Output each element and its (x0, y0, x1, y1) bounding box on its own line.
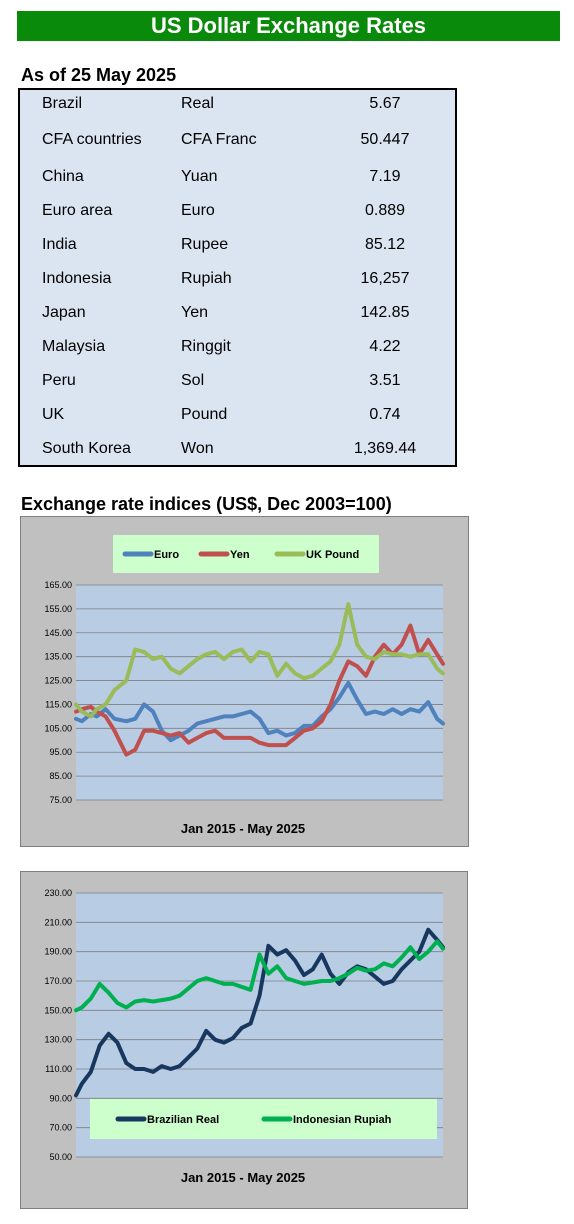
y-tick-label: 95.00 (49, 747, 72, 757)
table-row: Japan Yen 142.85 (20, 304, 455, 328)
y-tick-label: 165.00 (44, 580, 72, 590)
country-cell: CFA countries (42, 131, 142, 148)
currency-cell: Sol (181, 372, 205, 389)
y-tick-label: 150.00 (44, 1005, 72, 1015)
y-tick-label: 210.00 (44, 917, 72, 927)
currency-cell: Euro (181, 202, 215, 219)
legend-box (113, 535, 379, 573)
table-row: Euro area Euro 0.889 (20, 202, 455, 226)
country-cell: Euro area (42, 202, 113, 219)
rate-cell: 7.19 (369, 168, 401, 185)
series-line-euro (74, 680, 445, 743)
rates-date-heading: As of 25 May 2025 (21, 65, 177, 85)
y-tick-label: 130.00 (44, 1035, 72, 1045)
y-tick-label: 170.00 (44, 976, 72, 986)
exchange-rates-table: Brazil Real 5.67 CFA countries CFA Franc 50.4… (18, 88, 457, 467)
country-cell: Brazil (42, 95, 83, 112)
table-row: UK Pound 0.74 (20, 406, 455, 430)
y-tick-label: 190.00 (44, 947, 72, 957)
currency-cell: Won (181, 440, 214, 457)
y-tick-label: 145.00 (44, 628, 72, 638)
y-tick-label: 85.00 (49, 771, 72, 781)
currency-cell: Real (181, 95, 214, 112)
rate-cell: 16,257 (360, 270, 410, 287)
y-tick-label: 110.00 (45, 1064, 72, 1074)
currency-cell: CFA Franc (181, 131, 257, 148)
currency-cell: Rupiah (181, 270, 232, 287)
country-cell: Indonesia (42, 270, 112, 287)
rate-cell: 0.74 (369, 406, 401, 423)
rate-cell: 0.889 (364, 202, 406, 219)
y-tick-label: 155.00 (44, 604, 72, 614)
country-cell: Japan (42, 304, 86, 321)
em-currency-chart-svg: 230.00 210.00 190.00 170.00 150.00 130.00 110.… (44, 888, 445, 1185)
rate-cell: 1,369.44 (353, 440, 417, 457)
series-line-yen (74, 623, 445, 757)
legend-label: Brazilian Real (147, 1114, 219, 1126)
country-cell: UK (42, 406, 65, 423)
country-cell: Malaysia (42, 338, 106, 355)
y-tick-label: 50.00 (49, 1152, 72, 1162)
country-cell: China (42, 168, 84, 185)
fx-index-chart: 165.00 155.00 145.00 135.00 125.00 115.00 105.… (20, 516, 469, 847)
x-axis-label: Jan 2015 - May 2025 (181, 1170, 305, 1185)
table-row: Peru Sol 3.51 (20, 372, 455, 396)
table-row: Malaysia Ringgit 4.22 (20, 338, 455, 362)
country-cell: Peru (42, 372, 76, 389)
table-row: Indonesia Rupiah 16,257 (20, 270, 455, 294)
currency-cell: Rupee (181, 236, 229, 253)
indices-heading: Exchange rate indices (US$, Dec 2003=100… (21, 494, 392, 514)
legend-label: Yen (230, 549, 250, 561)
table-row: India Rupee 85.12 (20, 236, 455, 260)
table-row: CFA countries CFA Franc 50.447 (20, 131, 455, 155)
y-tick-label: 115.00 (45, 699, 72, 709)
legend-label: Euro (154, 549, 179, 561)
y-tick-label: 135.00 (44, 652, 72, 662)
y-tick-label: 70.00 (49, 1123, 72, 1133)
y-tick-label: 230.00 (44, 888, 72, 898)
x-axis-label: Jan 2015 - May 2025 (181, 821, 305, 836)
series-line-indonesian-rupiah (74, 939, 445, 1013)
fx-index-chart-svg: 165.00 155.00 145.00 135.00 125.00 115.00 105.… (44, 535, 445, 836)
table-row: Brazil Real 5.67 (20, 95, 455, 119)
currency-cell: Yuan (181, 168, 218, 185)
currency-cell: Yen (181, 304, 208, 321)
currency-cell: Pound (181, 406, 228, 423)
rate-cell: 4.22 (369, 338, 401, 355)
y-tick-label: 75.00 (49, 795, 72, 805)
series-line-brazilian-real (74, 927, 445, 1098)
country-cell: South Korea (42, 440, 131, 457)
currency-cell: Ringgit (181, 338, 231, 355)
rate-cell: 5.67 (369, 95, 401, 112)
em-currency-chart: 230.00 210.00 190.00 170.00 150.00 130.00 110.… (20, 871, 468, 1209)
y-tick-label: 90.00 (49, 1093, 72, 1103)
rate-cell: 142.85 (360, 304, 410, 321)
y-tick-label: 125.00 (44, 676, 72, 686)
plot-area (76, 585, 443, 800)
series-line-uk-pound (74, 602, 445, 719)
legend-label: UK Pound (306, 549, 359, 561)
rate-cell: 3.51 (369, 372, 401, 389)
country-cell: India (42, 236, 77, 253)
rate-cell: 50.447 (360, 131, 410, 148)
table-row: China Yuan 7.19 (20, 168, 455, 192)
table-row: South Korea Won 1,369.44 (20, 440, 455, 464)
page-title: US Dollar Exchange Rates (17, 11, 560, 41)
y-tick-label: 105.00 (44, 723, 72, 733)
rate-cell: 85.12 (364, 236, 406, 253)
legend-label: Indonesian Rupiah (293, 1114, 392, 1126)
